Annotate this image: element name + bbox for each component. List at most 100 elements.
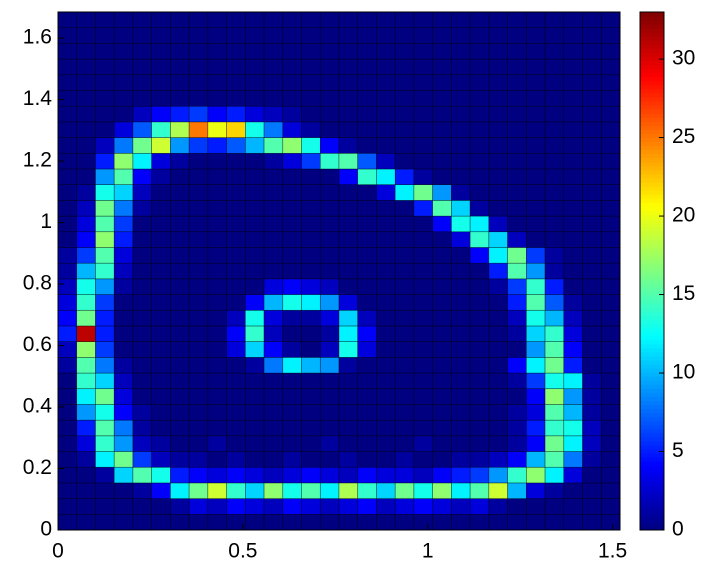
heatmap-cell	[469, 357, 490, 374]
heatmap-cell	[226, 90, 246, 107]
heatmap-cell	[245, 168, 265, 185]
colorbar-segment	[640, 48, 664, 53]
heatmap-cell	[582, 152, 602, 170]
heatmap-cell	[488, 200, 508, 217]
heatmap-cell	[394, 309, 415, 327]
heatmap-cell	[507, 372, 527, 390]
heatmap-cell	[544, 357, 565, 374]
heatmap-cell	[132, 294, 152, 311]
heatmap-cell	[451, 372, 471, 390]
colorbar-segment	[640, 226, 664, 232]
heatmap-cell	[188, 184, 209, 201]
heatmap-cell	[413, 137, 433, 154]
heatmap-cell	[188, 325, 209, 342]
heatmap-cell	[188, 341, 209, 358]
heatmap-cell	[488, 357, 508, 374]
colorbar-segment	[640, 161, 664, 167]
colorbar-segment	[640, 400, 664, 406]
heatmap-cell	[319, 466, 340, 484]
heatmap-cell	[57, 325, 78, 342]
heatmap-cell	[245, 435, 265, 452]
heatmap-cell	[507, 404, 527, 421]
heatmap-cell	[563, 105, 583, 123]
colorbar-segment	[640, 396, 664, 401]
heatmap-cell	[357, 466, 377, 484]
heatmap-cell	[338, 404, 359, 421]
heatmap-cell	[488, 372, 508, 390]
heatmap-cell	[57, 341, 78, 358]
colorbar-segment	[640, 380, 664, 385]
heatmap-cell	[357, 294, 377, 311]
heatmap-cell	[544, 247, 565, 264]
heatmap-cell	[488, 482, 508, 499]
heatmap-cell	[151, 137, 171, 154]
heatmap-cell	[563, 294, 583, 311]
heatmap-cell	[526, 309, 546, 327]
heatmap-cell	[507, 466, 527, 484]
heatmap-cell	[338, 309, 359, 327]
heatmap-cell	[338, 90, 359, 107]
heatmap-cell	[282, 105, 302, 123]
heatmap-cell	[507, 121, 527, 138]
colorbar-segment	[640, 343, 664, 349]
heatmap-cell	[432, 482, 452, 499]
heatmap-cell	[188, 11, 209, 28]
heatmap-cell	[432, 43, 452, 60]
heatmap-cell	[563, 262, 583, 280]
heatmap-cell	[394, 168, 415, 185]
heatmap-cell	[301, 357, 321, 374]
heatmap-cell	[394, 58, 415, 76]
heatmap-cell	[57, 137, 78, 154]
heatmap-cell	[563, 43, 583, 60]
colorbar-segment	[640, 16, 664, 21]
heatmap-cell	[151, 325, 171, 342]
heatmap-cell	[507, 419, 527, 437]
heatmap-cell	[394, 341, 415, 358]
heatmap-cell	[263, 419, 284, 437]
heatmap-cell	[301, 309, 321, 327]
heatmap-cell	[563, 514, 583, 531]
heatmap-cell	[282, 498, 302, 515]
heatmap-cell	[57, 372, 78, 390]
heatmap-cell	[451, 498, 471, 515]
heatmap-cell	[451, 58, 471, 76]
heatmap-cell	[338, 435, 359, 452]
heatmap-cell	[301, 325, 321, 342]
heatmap-cell	[245, 372, 265, 390]
heatmap-cell	[113, 168, 134, 185]
heatmap-cell	[188, 309, 209, 327]
heatmap-cell	[394, 90, 415, 107]
heatmap-cell	[544, 514, 565, 531]
heatmap-cell	[132, 309, 152, 327]
heatmap-cell	[338, 58, 359, 76]
heatmap-cell	[301, 498, 321, 515]
heatmap-cell	[95, 137, 115, 154]
heatmap-cell	[582, 90, 602, 107]
heatmap-cell	[245, 11, 265, 28]
heatmap-cell	[207, 247, 227, 264]
colorbar-segment	[640, 165, 664, 171]
colorbar-segment	[640, 453, 664, 458]
heatmap-cell	[526, 27, 546, 44]
heatmap-cell	[282, 58, 302, 76]
heatmap-cell	[469, 404, 490, 421]
heatmap-cell	[95, 372, 115, 390]
heatmap-cell	[451, 341, 471, 358]
heatmap-cell	[245, 184, 265, 201]
heatmap-cell	[432, 341, 452, 358]
heatmap-cell	[76, 372, 96, 390]
heatmap-cell	[544, 43, 565, 60]
x-tick-label: 0.5	[228, 540, 257, 563]
heatmap-cell	[319, 514, 340, 531]
heatmap-cell	[357, 90, 377, 107]
heatmap-cell	[170, 451, 190, 468]
heatmap-cell	[544, 11, 565, 28]
heatmap-cell	[600, 451, 621, 468]
heatmap-cell	[469, 90, 490, 107]
heatmap-cell	[95, 58, 115, 76]
heatmap-cell	[600, 27, 621, 44]
heatmap-cell	[113, 137, 134, 154]
heatmap-cell	[432, 74, 452, 91]
heatmap-cell	[188, 278, 209, 295]
heatmap-cell	[526, 43, 546, 60]
